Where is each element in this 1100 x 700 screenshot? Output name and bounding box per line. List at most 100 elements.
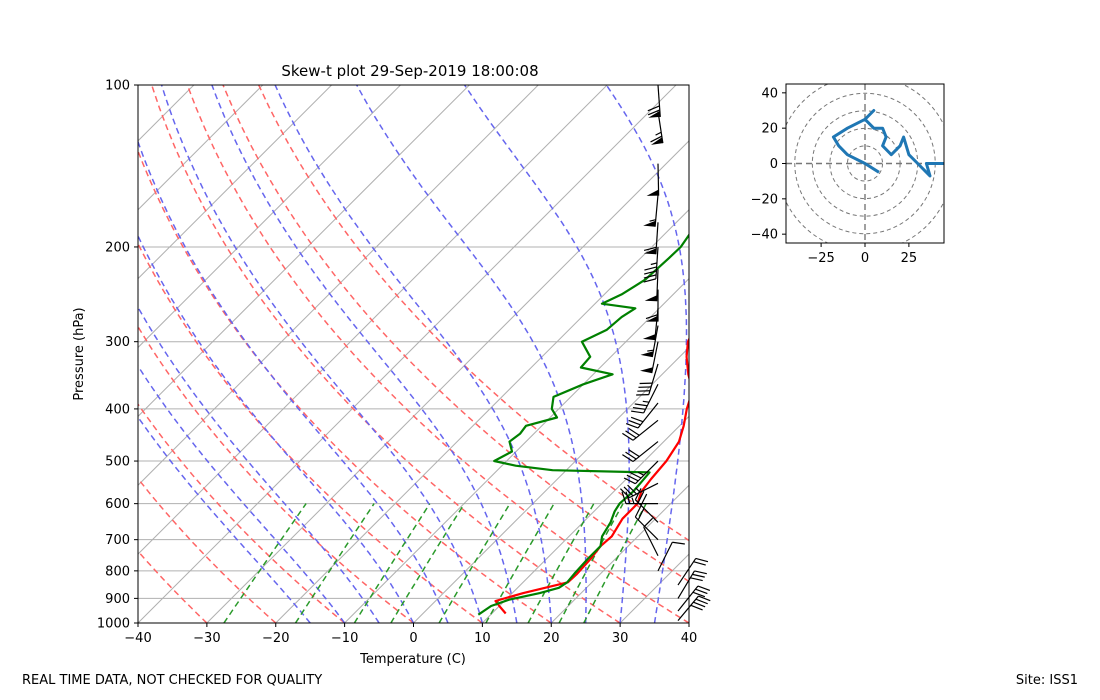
- x-tick-label: −10: [331, 631, 358, 646]
- wind-barb-line: [695, 588, 708, 595]
- moist-adiabat: [160, 85, 484, 623]
- wind-barb-line: [634, 488, 642, 500]
- isotherm-line: [138, 85, 332, 280]
- hodograph-x-tick-label: 0: [861, 251, 869, 266]
- wind-barb-line: [690, 577, 703, 582]
- wind-barb-line: [640, 493, 648, 506]
- wind-barb-line: [637, 490, 645, 503]
- wind-barb-line: [628, 427, 640, 436]
- wind-barb-line: [629, 471, 642, 479]
- dry-adiabat: [150, 85, 621, 623]
- wind-barb-line: [692, 591, 706, 598]
- x-tick-label: −40: [124, 631, 151, 646]
- dry-adiabat: [138, 477, 277, 623]
- wind-barb-line: [694, 570, 707, 575]
- wind-barb-line: [672, 541, 685, 545]
- wind-barb-line: [631, 410, 644, 414]
- wind-barb-line: [637, 508, 645, 521]
- wind-barb-staff: [634, 499, 659, 523]
- hodograph-y-tick-label: 20: [761, 122, 778, 137]
- wind-barb-half: [642, 400, 650, 403]
- wind-barbs: [620, 84, 711, 622]
- wind-barb-staff: [634, 516, 659, 541]
- isotherm-line: [758, 85, 1100, 623]
- wind-barb-line: [621, 491, 627, 504]
- wind-barb-staff: [654, 194, 659, 227]
- y-tick-label: 800: [105, 564, 130, 579]
- hodograph-y-tick-label: −40: [751, 228, 778, 243]
- moist-adiabat: [138, 415, 311, 623]
- isotherm-line: [275, 209, 689, 623]
- wind-barb-staff: [651, 341, 659, 374]
- wind-barb-half: [650, 262, 658, 266]
- wind-barb-line: [643, 274, 657, 279]
- mixing-ratio-line: [583, 503, 647, 623]
- wind-barb-flag: [643, 220, 656, 227]
- wind-barb-line: [622, 454, 634, 463]
- chart-title: Skew-t plot 29-Sep-2019 18:00:08: [281, 62, 538, 80]
- wind-barb-line: [693, 561, 706, 566]
- quality-note: REAL TIME DATA, NOT CHECKED FOR QUALITY: [22, 673, 323, 688]
- wind-barb-staff: [677, 558, 697, 586]
- wind-barb-flag: [643, 248, 657, 255]
- wind-barb-half: [631, 497, 635, 504]
- wind-barb-line: [625, 451, 637, 460]
- wind-barb-staff: [648, 363, 659, 395]
- wind-barb-line: [625, 430, 637, 439]
- mixing-ratio-line: [294, 503, 375, 623]
- hodograph-ticks: −25 0 25 −40 −20 0 20 40: [751, 86, 918, 266]
- isotherm-line: [206, 140, 689, 623]
- wind-barb-line: [693, 601, 706, 608]
- wind-barb-line: [650, 135, 663, 143]
- dry-adiabat: [138, 550, 208, 623]
- moist-adiabat: [138, 234, 415, 623]
- mixing-ratio-line: [558, 503, 624, 623]
- isotherm-line: [138, 85, 677, 623]
- wind-barb-flag: [651, 137, 663, 145]
- y-tick-label: 700: [105, 533, 130, 548]
- dry-adiabat: [138, 242, 483, 623]
- wind-barb-staff: [657, 541, 673, 572]
- wind-barb-staff: [643, 526, 659, 557]
- wind-barb-line: [622, 432, 634, 441]
- wind-barb-line: [630, 416, 644, 423]
- isotherm-line: [0, 85, 56, 623]
- wind-barb-flag: [646, 315, 658, 322]
- wind-barb-staff: [632, 441, 659, 463]
- moist-adiabat: [211, 85, 518, 623]
- hodograph-y-tick-label: 40: [761, 86, 778, 101]
- x-axis-label: Temperature (C): [359, 652, 466, 667]
- wind-barb-flag: [644, 295, 657, 302]
- hodograph-y-tick-label: −20: [751, 192, 778, 207]
- wind-barb-line: [625, 423, 639, 429]
- y-axis-label: Pressure (hPa): [72, 307, 87, 400]
- temperature-profile: [494, 336, 689, 615]
- dry-adiabat: [138, 149, 552, 623]
- dry-adiabat: [258, 85, 689, 542]
- wind-barb-flag: [648, 110, 661, 118]
- wind-barb-line: [698, 595, 711, 602]
- y-axis-ticks: 1000 900 800 700 600 500 400 300 200 100: [97, 79, 138, 632]
- y-tick-label: 900: [105, 592, 130, 607]
- y-tick-label: 100: [105, 79, 130, 94]
- isotherm-line: [138, 85, 195, 142]
- isotherm-line: [138, 85, 608, 555]
- wind-barb-line: [623, 486, 634, 497]
- y-tick-label: 300: [105, 335, 130, 350]
- hodograph-trace: [831, 109, 944, 178]
- isotherm-line: [138, 85, 470, 418]
- wind-barb-line: [690, 604, 703, 611]
- x-tick-label: −30: [193, 631, 220, 646]
- wind-barb-line: [695, 557, 709, 563]
- wind-barb-half: [655, 131, 662, 136]
- y-tick-label: 600: [105, 497, 130, 512]
- mixing-ratio-line: [438, 503, 511, 623]
- wind-barb-half: [637, 471, 645, 476]
- wind-barb-line: [695, 598, 708, 605]
- dry-adiabat: [138, 402, 346, 623]
- wind-barb-flag: [640, 367, 653, 374]
- moist-adiabat: [138, 364, 346, 623]
- isotherm-line: [344, 277, 689, 623]
- hodograph-y-tick-label: 0: [770, 157, 778, 172]
